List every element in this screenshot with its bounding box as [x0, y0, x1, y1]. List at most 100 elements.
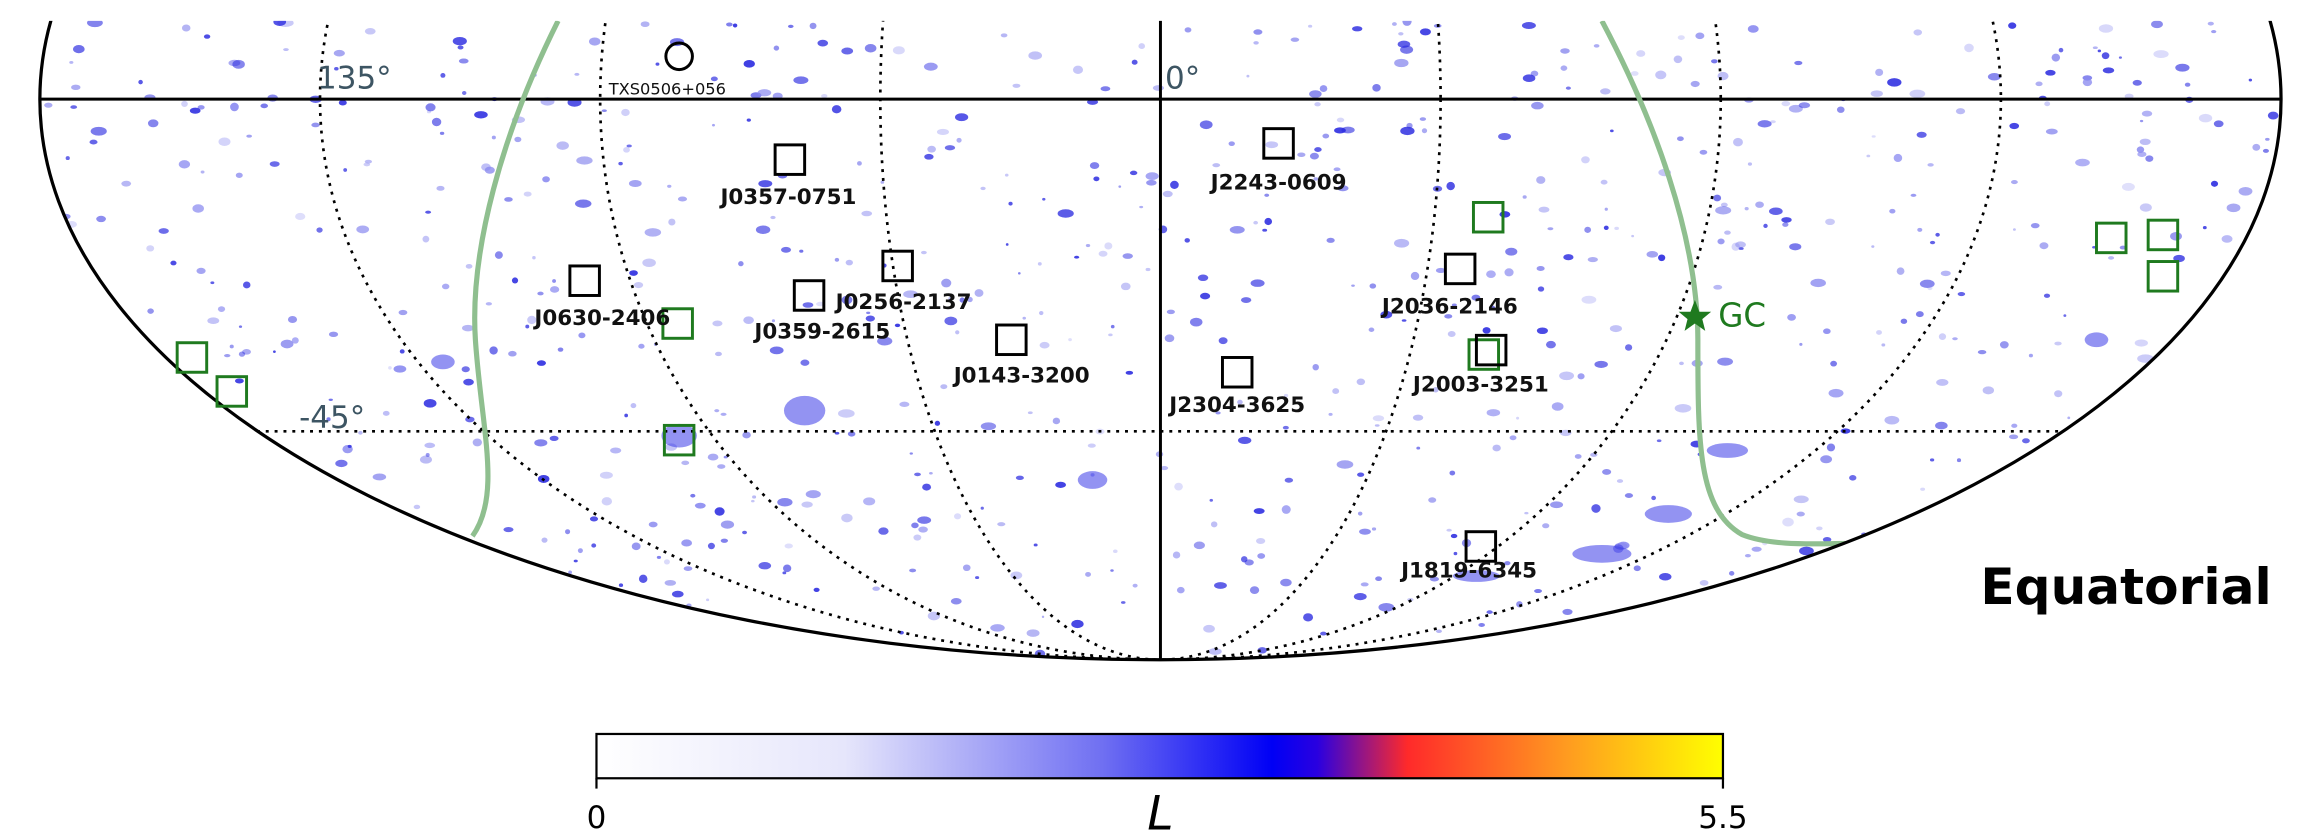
speckle — [1978, 350, 1986, 354]
speckle — [951, 598, 962, 604]
speckle — [1246, 75, 1249, 78]
speckle — [201, 171, 205, 174]
speckle — [1446, 529, 1451, 532]
speckle — [1732, 243, 1740, 251]
speckle — [1398, 41, 1411, 48]
speckle — [1400, 127, 1414, 135]
speckle — [2054, 342, 2061, 346]
speckle — [621, 109, 630, 116]
speckle — [243, 282, 250, 289]
speckle — [394, 365, 407, 372]
speckle — [1101, 86, 1111, 91]
speckle — [1053, 418, 1060, 425]
speckle — [1745, 554, 1751, 557]
speckle — [2119, 56, 2122, 58]
speckle — [921, 251, 927, 254]
speckle — [1022, 317, 1025, 320]
speckle — [1782, 518, 1794, 527]
speckle — [2199, 114, 2212, 123]
speckle — [534, 439, 547, 446]
speckle — [230, 103, 239, 112]
speckle — [524, 192, 532, 197]
speckle — [2000, 341, 2009, 348]
speckle — [937, 129, 949, 135]
speckle — [1108, 333, 1112, 336]
speckle — [1561, 65, 1568, 70]
speckle — [1123, 253, 1133, 259]
speckle — [1700, 150, 1708, 155]
speckle — [591, 543, 596, 547]
speckle — [334, 50, 345, 57]
speckle — [1591, 504, 1600, 513]
speckle — [600, 472, 613, 479]
speckle — [1086, 244, 1090, 247]
speckle — [1038, 262, 1042, 265]
speckle — [1631, 235, 1634, 237]
speckle — [1897, 267, 1905, 274]
speckle — [1901, 319, 1908, 324]
speckle — [1911, 194, 1917, 197]
speckle — [1917, 228, 1922, 232]
source-label: J0256-2137 — [834, 290, 972, 315]
speckle — [273, 350, 276, 353]
speckle — [2151, 20, 2163, 28]
speckle — [1008, 202, 1012, 206]
speckle — [2044, 294, 2050, 298]
speckle — [1297, 153, 1305, 157]
speckle — [1238, 437, 1251, 444]
source-label: J2036-2146 — [1380, 294, 1518, 319]
speckle — [440, 73, 445, 78]
speckle — [918, 527, 928, 533]
speckle — [649, 522, 658, 528]
speckle — [426, 453, 430, 457]
speckle — [2045, 70, 2055, 76]
speckle — [909, 569, 916, 573]
speckle — [1534, 589, 1542, 593]
speckle — [90, 140, 98, 145]
speckle — [752, 495, 756, 498]
speckle — [574, 560, 578, 563]
speckle — [1914, 29, 1922, 35]
speckle — [1572, 545, 1631, 563]
speckle — [1454, 552, 1458, 555]
speckle — [503, 527, 513, 532]
speckle — [486, 302, 492, 305]
speckle — [1118, 185, 1121, 187]
speckle — [236, 173, 243, 178]
speckle — [1163, 191, 1173, 197]
speckle — [552, 279, 556, 283]
speckle — [981, 422, 996, 430]
speckle — [2052, 54, 2060, 62]
speckle — [1203, 625, 1215, 633]
speckle — [1420, 117, 1426, 121]
speckle — [981, 507, 984, 510]
speckle — [1516, 417, 1519, 420]
speckle — [1190, 318, 1202, 327]
colorbar-tick-label: 5.5 — [1698, 800, 1747, 836]
speckle — [2249, 79, 2252, 82]
speckle — [147, 308, 154, 313]
speckle — [1935, 422, 1948, 430]
speckle — [1027, 629, 1040, 637]
speckle — [1139, 206, 1143, 208]
speckle — [1550, 501, 1563, 508]
speckle — [1531, 102, 1544, 110]
speckle — [2054, 390, 2062, 397]
speckle — [781, 247, 791, 253]
speckle — [1841, 428, 1851, 433]
speckle — [2031, 223, 2040, 228]
speckle — [2035, 82, 2042, 87]
speckle — [1185, 27, 1192, 32]
speckle — [1113, 549, 1118, 553]
speckle — [1372, 527, 1376, 530]
speckle — [1588, 257, 1598, 262]
speckle — [927, 146, 936, 153]
speckle — [242, 349, 251, 355]
speckle — [1478, 623, 1485, 627]
speckle — [1073, 66, 1083, 74]
speckle — [589, 37, 601, 45]
speckle — [1483, 327, 1491, 334]
speckle — [1212, 163, 1220, 167]
speckle — [631, 403, 637, 408]
speckle — [1930, 458, 1934, 461]
